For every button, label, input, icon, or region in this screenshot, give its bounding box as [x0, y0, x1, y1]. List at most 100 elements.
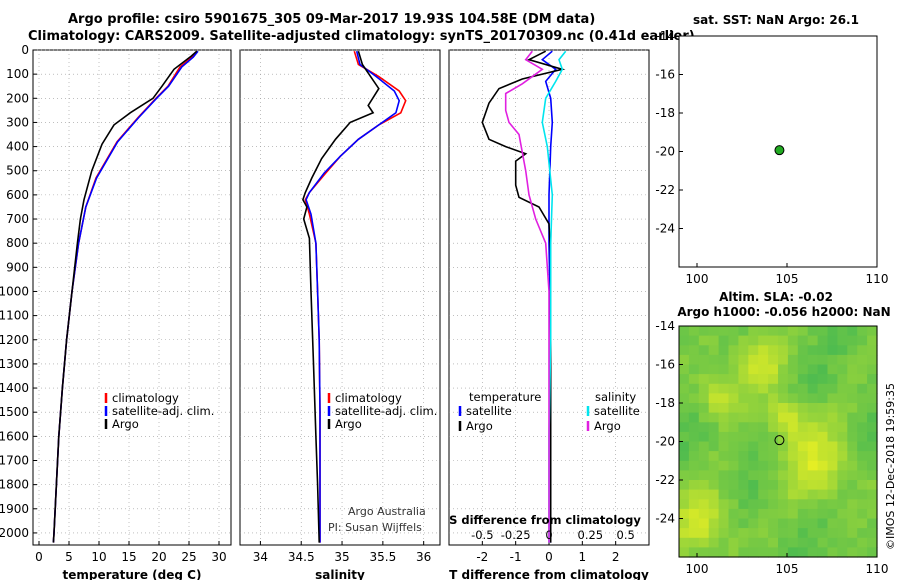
temperature-ytick-label: 100: [6, 67, 29, 81]
sst_map-ytick-label: -16: [655, 68, 675, 82]
sla-heat-cell: [698, 364, 710, 375]
diff-legend-sal-title: salinity: [595, 390, 636, 404]
credit-line1: Argo Australia: [348, 505, 426, 518]
sla-heat-cell: [728, 345, 739, 356]
salinity-series-1: [305, 51, 401, 543]
sst_map-ytick-label: -18: [655, 106, 675, 120]
sla-heat-cell: [797, 460, 809, 471]
sla-heat-cell: [847, 354, 858, 366]
sla-heat-cell: [778, 354, 789, 366]
sla-heat-cell: [807, 499, 819, 510]
sla-heat-cell: [867, 345, 878, 356]
sla-heat-cell: [857, 518, 868, 529]
sla-heat-cell: [738, 422, 749, 433]
sla-heat-cell: [718, 431, 730, 443]
sla-heat-cell: [778, 345, 789, 356]
sst-map-title: sat. SST: NaN Argo: 26.1: [693, 13, 859, 27]
sla-heat-cell: [817, 460, 829, 471]
salinity-legend-label: Argo: [335, 417, 362, 431]
sla-heat-cell: [708, 528, 720, 539]
sla-heat-cell: [718, 489, 730, 500]
temperature-xtick-label: 25: [181, 550, 196, 564]
sla-heat-cell: [698, 403, 710, 414]
sla-heat-cell: [748, 422, 759, 433]
sla-heat-cell: [698, 441, 710, 452]
sla-heat-cell: [847, 383, 858, 394]
sla-heat-cell: [728, 354, 739, 366]
sla-heat-cell: [728, 412, 739, 423]
sla-heat-cell: [748, 374, 759, 385]
diff-top-tick-label: 0: [545, 528, 552, 542]
sla-heat-cell: [698, 518, 710, 529]
sla-heat-cell: [728, 518, 739, 529]
sla-heat-cell: [679, 451, 690, 462]
sla-heat-cell: [867, 499, 878, 510]
sla-heat-cell: [857, 354, 868, 366]
sla-heat-cell: [778, 383, 789, 394]
sla-heat-cell: [768, 383, 779, 394]
sla-heat-cell: [827, 528, 838, 539]
sla-heat-cell: [738, 451, 749, 462]
sla-heat-cell: [837, 326, 848, 337]
sla-heat-cell: [807, 393, 819, 404]
sla-heat-cell: [867, 528, 878, 539]
sla-heat-cell: [837, 528, 848, 539]
sla-heat-cell: [817, 422, 829, 433]
difference-panel: -2 -1 0 1 2 T difference from climatology S di…: [448, 49, 650, 580]
sla-heat-cell: [698, 499, 710, 510]
difference-xtick-label: 2: [612, 550, 620, 564]
sla-heat-cell: [778, 547, 789, 558]
sla-heat-cell: [688, 364, 700, 375]
salinity-xtick-label: 34: [253, 550, 268, 564]
sla-heat-cell: [857, 403, 868, 414]
sla-heat-cell: [817, 326, 829, 337]
temperature-ytick-label: 900: [6, 260, 29, 274]
sla_map-ytick-label: -20: [655, 435, 675, 449]
sla-heat-cell: [827, 460, 838, 471]
sla-heat-cell: [807, 422, 819, 433]
sla-heat-cell: [768, 364, 779, 375]
temperature-ytick-label: 2000: [0, 526, 29, 540]
sla-heat-cell: [847, 326, 858, 337]
sla-heat-cell: [708, 460, 720, 471]
sla-heat-cell: [827, 508, 838, 520]
temperature-ytick-label: 1400: [0, 381, 29, 395]
sla-heat-cell: [708, 412, 720, 423]
sla-heat-cell: [738, 364, 749, 375]
sla-heat-cell: [867, 431, 878, 443]
sla-heat-cell: [827, 499, 838, 510]
sla-heat-cell: [857, 547, 868, 558]
sla-heat-cell: [768, 460, 779, 471]
sla-heat-cell: [857, 326, 868, 337]
sla-heat-cell: [688, 508, 700, 520]
sla-heat-cell: [688, 431, 700, 443]
sla-heat-cell: [778, 393, 789, 404]
sla-heat-cell: [837, 518, 848, 529]
sla-heat-cell: [698, 422, 710, 433]
sla-heat-cell: [867, 354, 878, 366]
sla-heat-cell: [857, 374, 868, 385]
sla-heat-cell: [728, 508, 739, 520]
sla-heat-cell: [768, 393, 779, 404]
salinity-frame: [239, 49, 441, 546]
sla-heat-cell: [738, 537, 749, 548]
sla-heat-cell: [758, 451, 769, 462]
sla-heat-cell: [817, 528, 829, 539]
sla-heat-cell: [847, 335, 858, 346]
imos-stamp: ©IMOS 12-Dec-2018 19:59:35: [884, 383, 897, 550]
sla-heat-cell: [778, 470, 789, 481]
sla-heat-cell: [688, 489, 700, 500]
sla-heat-cell: [837, 480, 848, 491]
sla-heat-cell: [728, 480, 739, 491]
sla-map-title-line2: Argo h1000: -0.056 h2000: NaN: [677, 305, 890, 319]
sla-heat-cell: [679, 441, 690, 452]
sla-heat-cell: [698, 547, 710, 558]
sla-heat-cell: [847, 374, 858, 385]
sla-heat-cell: [688, 480, 700, 491]
sla-heat-cell: [738, 489, 749, 500]
sla-heat-cell: [708, 345, 720, 356]
sla-heat-cell: [837, 374, 848, 385]
sla-heat-cell: [768, 335, 779, 346]
sla-heat-cell: [688, 383, 700, 394]
